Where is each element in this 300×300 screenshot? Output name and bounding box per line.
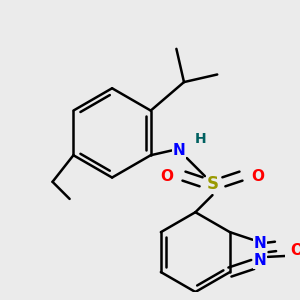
Text: N: N: [254, 236, 267, 251]
Text: N: N: [173, 143, 186, 158]
Text: O: O: [252, 169, 265, 184]
Text: S: S: [206, 175, 218, 193]
Text: O: O: [290, 243, 300, 258]
Text: N: N: [254, 253, 267, 268]
Text: O: O: [160, 169, 173, 184]
Text: H: H: [194, 132, 206, 146]
